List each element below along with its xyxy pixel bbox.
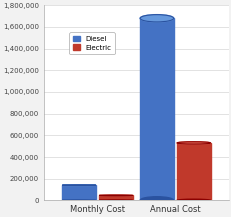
Legend: Diesel, Electric: Diesel, Electric — [69, 32, 114, 54]
Bar — [99, 196, 132, 200]
Ellipse shape — [140, 15, 173, 22]
Ellipse shape — [99, 200, 132, 201]
Bar — [176, 143, 210, 200]
Bar — [62, 185, 95, 200]
Ellipse shape — [62, 200, 95, 201]
Ellipse shape — [176, 142, 210, 144]
Bar — [140, 18, 173, 200]
Ellipse shape — [62, 185, 95, 186]
Ellipse shape — [99, 195, 132, 196]
Ellipse shape — [176, 199, 210, 202]
Ellipse shape — [140, 197, 173, 204]
